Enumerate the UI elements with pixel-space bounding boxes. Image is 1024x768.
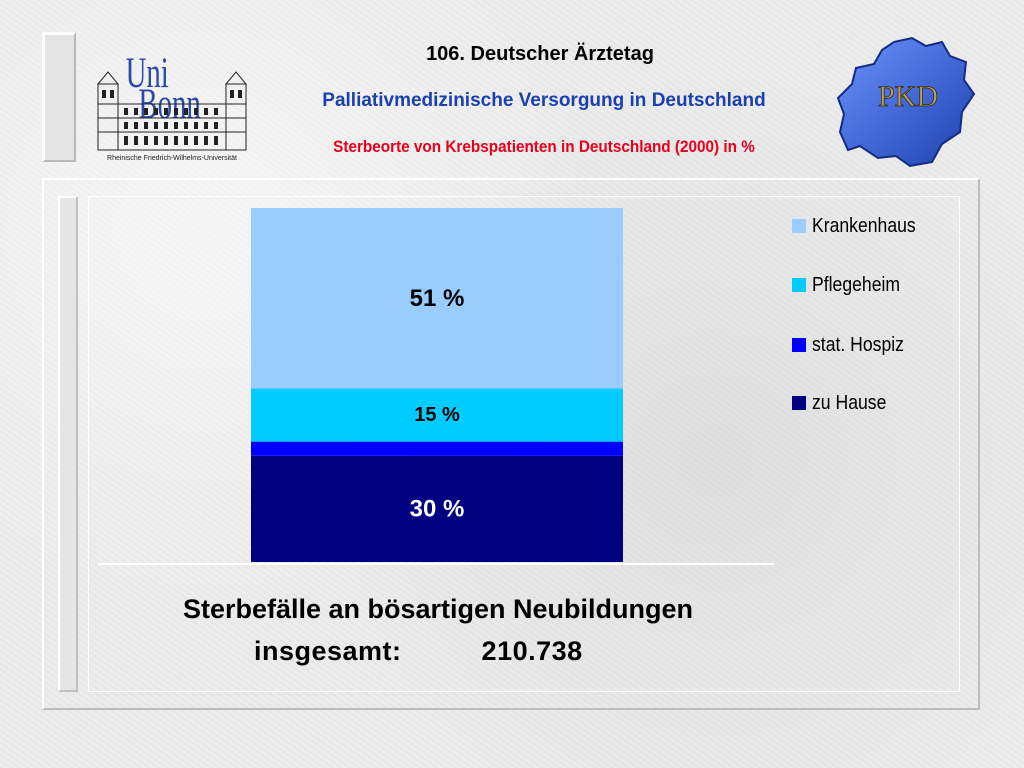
legend-item-pflegeheim: Pflegeheim <box>792 273 912 297</box>
legend-swatch-zu-hause <box>792 396 806 410</box>
header-frame-decoration <box>42 32 76 162</box>
legend-label-krankenhaus: Krankenhaus <box>812 214 916 237</box>
main-panel <box>42 178 980 710</box>
plot-panel <box>88 196 960 692</box>
legend-item-hospiz: stat. Hospiz <box>792 333 916 357</box>
legend-label-zu-hause: zu Hause <box>812 391 887 414</box>
pkd-logo-text: PKD <box>878 80 938 113</box>
bar-segment-krankenhaus <box>251 208 623 389</box>
legend-label-pflegeheim: Pflegeheim <box>812 273 901 296</box>
pkd-logo: PKD <box>836 36 976 168</box>
bar-segment-pflegeheim <box>251 388 623 442</box>
left-rail-decoration <box>58 196 78 692</box>
legend-swatch-pflegeheim <box>792 278 806 292</box>
chart-baseline <box>98 563 774 565</box>
logo-uni-caption: Rheinische Friedrich-Wilhelms-Universitä… <box>107 155 237 162</box>
caption-total-value: 210.738 <box>481 636 583 666</box>
legend-swatch-krankenhaus <box>792 219 806 233</box>
page-title: 106. Deutscher Ärztetag <box>426 43 654 65</box>
caption-line-1: Sterbefälle an bösartigen Neubildungen <box>182 594 694 624</box>
bar-segment-zu-hause <box>251 455 623 562</box>
caption-line-2: insgesamt: 210.738 <box>254 636 583 667</box>
pkd-map-shape <box>836 36 976 168</box>
logo-bonn-text: Bonn <box>138 79 200 127</box>
uni-bonn-logo: Uni Bonn Rheinische Friedrich-Wilhelms-U… <box>96 48 248 162</box>
caption-total-label: insgesamt: <box>254 636 402 666</box>
legend-label-hospiz: stat. Hospiz <box>812 333 904 356</box>
data-label-krankenhaus: 51 % <box>410 285 465 312</box>
legend-item-zu-hause: zu Hause <box>792 391 897 415</box>
bar-segment-stat-hospiz <box>251 441 623 456</box>
data-label-pflegeheim: 15 % <box>414 404 460 426</box>
page-subtitle: Palliativmedizinische Versorgung in Deut… <box>322 90 766 111</box>
chart-heading: Sterbeorte von Krebspatienten in Deutsch… <box>333 137 755 156</box>
data-label-zu-hause: 30 % <box>410 495 465 522</box>
legend-swatch-hospiz <box>792 338 806 352</box>
logo-uni-text: Uni <box>126 48 169 96</box>
legend-item-krankenhaus: Krankenhaus <box>792 214 930 238</box>
